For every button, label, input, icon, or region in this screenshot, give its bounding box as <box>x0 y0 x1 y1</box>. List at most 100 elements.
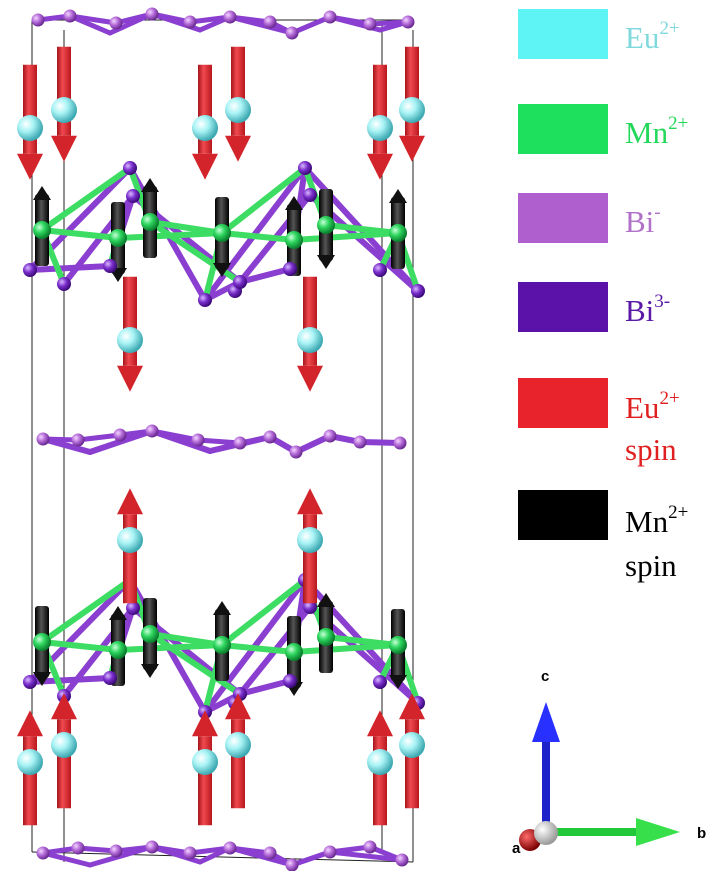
legend-label-mn-spin-line2: spin <box>625 548 677 583</box>
b-axis-shaft <box>548 828 636 836</box>
lower-slab-mn-atom <box>33 633 51 651</box>
lower-slab-mn-bi-bond <box>39 639 121 653</box>
b-axis-head <box>636 818 680 846</box>
eu-upper-middle-spin-arrow-head <box>117 365 143 392</box>
legend: Eu2+ Mn2+ Bi- Bi3- Eu2+ spin Mn2+ spin <box>518 9 688 583</box>
top-bi-layer-atom <box>223 10 237 24</box>
lower-slab-mn-atom <box>285 643 303 661</box>
middle-bi-layer-bond <box>149 428 201 443</box>
upper-slab-mn-atom <box>389 224 407 242</box>
bottom-bi-layer-atom <box>363 840 377 854</box>
lower-slab-mn-spin-head <box>141 664 159 678</box>
origin-sphere <box>534 821 558 845</box>
upper-slab-mn-bi-bond <box>219 165 308 236</box>
lower-slab-bi3-atom <box>303 600 317 614</box>
eu-bottom-spin-arrow-head <box>51 693 77 720</box>
upper-slab-bi3-atom <box>283 262 297 276</box>
bottom-bi-layer-atom <box>323 845 337 859</box>
bottom-bi-layer-atom <box>285 858 299 871</box>
upper-slab-mn-atom <box>33 221 51 239</box>
axis-label-c: c <box>541 668 549 685</box>
middle-bi-layer-atom <box>233 436 247 450</box>
top-bi-layer-atom <box>323 10 337 24</box>
eu-bottom-atom <box>399 732 425 758</box>
legend-item-eu-spin: Eu2+ spin <box>518 378 680 467</box>
legend-item-bi-3minus: Bi3- <box>518 282 670 332</box>
upper-slab-mn-spin-head <box>389 189 407 203</box>
middle-bi-layer-atom <box>353 435 367 449</box>
upper-slab-bi3-atom <box>303 188 317 202</box>
middle-bi-layer-atom <box>36 432 50 446</box>
bottom-bi-layer-bond <box>227 845 273 856</box>
eu-upper-middle-atom <box>117 327 143 353</box>
top-bi-layer-bond <box>187 14 233 25</box>
legend-label-bi-3minus: Bi3- <box>625 291 670 328</box>
legend-item-mn-spin: Mn2+ spin <box>518 490 688 583</box>
upper-slab-mn-atom <box>141 213 159 231</box>
middle-bi-layer-atom <box>191 433 205 447</box>
legend-label-mn: Mn2+ <box>625 113 688 150</box>
upper-slab-bi3-atom <box>103 259 117 273</box>
eu-bottom-spin-arrow-head <box>17 710 43 737</box>
upper-slab-bi3-atom <box>373 263 387 277</box>
top-bi-layer-bond <box>327 14 373 27</box>
upper-slab-bi3-atom <box>233 275 247 289</box>
upper-slab-mn-atom <box>285 231 303 249</box>
upper-slab-mn-spin-head <box>213 263 231 277</box>
eu-top-spin-arrow-head <box>225 135 251 162</box>
upper-slab-bi3-atom <box>57 277 71 291</box>
top-bi-layer-bond <box>67 13 119 26</box>
middle-bi-layer-atom <box>393 436 407 450</box>
top-bi-layer-atom <box>183 15 197 29</box>
upper-slab-mn-bi-bond <box>39 227 121 241</box>
spin-arrows-front <box>17 46 425 826</box>
eu-lower-middle-atom <box>297 527 323 553</box>
upper-slab-mn-bi-bond <box>291 230 401 243</box>
bottom-bi-layer-atom <box>183 846 197 860</box>
eu-lower-middle-spin-arrow-head <box>297 488 323 515</box>
lower-slab-mn-spin-head <box>389 675 407 689</box>
eu-top-atom <box>17 115 43 141</box>
axis-label-a: a <box>512 840 521 857</box>
eu-bottom-spin-arrow-head <box>225 693 251 720</box>
middle-bi-layer-atom <box>113 428 127 442</box>
lower-slab-bi-bond <box>237 678 293 697</box>
top-bi-layer-atom <box>31 13 45 27</box>
upper-slab-mn-spin-head <box>141 178 159 192</box>
upper-slab-bi3-atom <box>126 189 140 203</box>
eu-top-atom <box>367 115 393 141</box>
upper-slab-mn-spin-head <box>33 186 51 200</box>
bottom-layer-bond <box>40 850 93 868</box>
eu-top-spin-arrow-head <box>399 135 425 162</box>
middle-bi-layer-atom <box>323 429 337 443</box>
legend-swatch-mn <box>518 104 608 154</box>
eu-upper-middle-spin-arrow-head <box>297 365 323 392</box>
middle-bi-layer-atom <box>263 430 277 444</box>
legend-label-bi-minus: Bi- <box>625 202 661 239</box>
eu-top-spin-arrow-head <box>367 153 393 180</box>
lower-slab-bi3-atom <box>126 601 140 615</box>
top-bi-layer-atom <box>285 26 299 40</box>
top-bi-layer-atom <box>63 9 77 23</box>
atom-spheres <box>23 7 425 871</box>
legend-label-eu-spin-line2: spin <box>625 432 677 467</box>
eu-bottom-atom <box>367 749 393 775</box>
bottom-bi-layer-atom <box>145 840 159 854</box>
legend-swatch-mn-spin <box>518 490 608 540</box>
lower-slab-mn-atom <box>109 641 127 659</box>
eu-top-atom <box>225 97 251 123</box>
upper-slab-bi3-atom <box>198 293 212 307</box>
top-bi-layer-atom <box>363 17 377 31</box>
lower-slab-mn-spin-head <box>317 593 335 607</box>
eu-upper-middle-atom <box>297 327 323 353</box>
lower-slab-mn-spin-head <box>213 601 231 615</box>
eu-top-atom <box>51 97 77 123</box>
lower-slab-mn-bi-bond <box>39 577 133 645</box>
top-bi-layer-atom <box>109 16 123 30</box>
upper-slab-mn-atom <box>213 224 231 242</box>
eu-top-atom <box>192 115 218 141</box>
lower-slab-bi3-atom <box>103 671 117 685</box>
top-bi-layer-bond <box>227 14 273 25</box>
lower-slab-mn-bi-bond <box>291 642 401 655</box>
